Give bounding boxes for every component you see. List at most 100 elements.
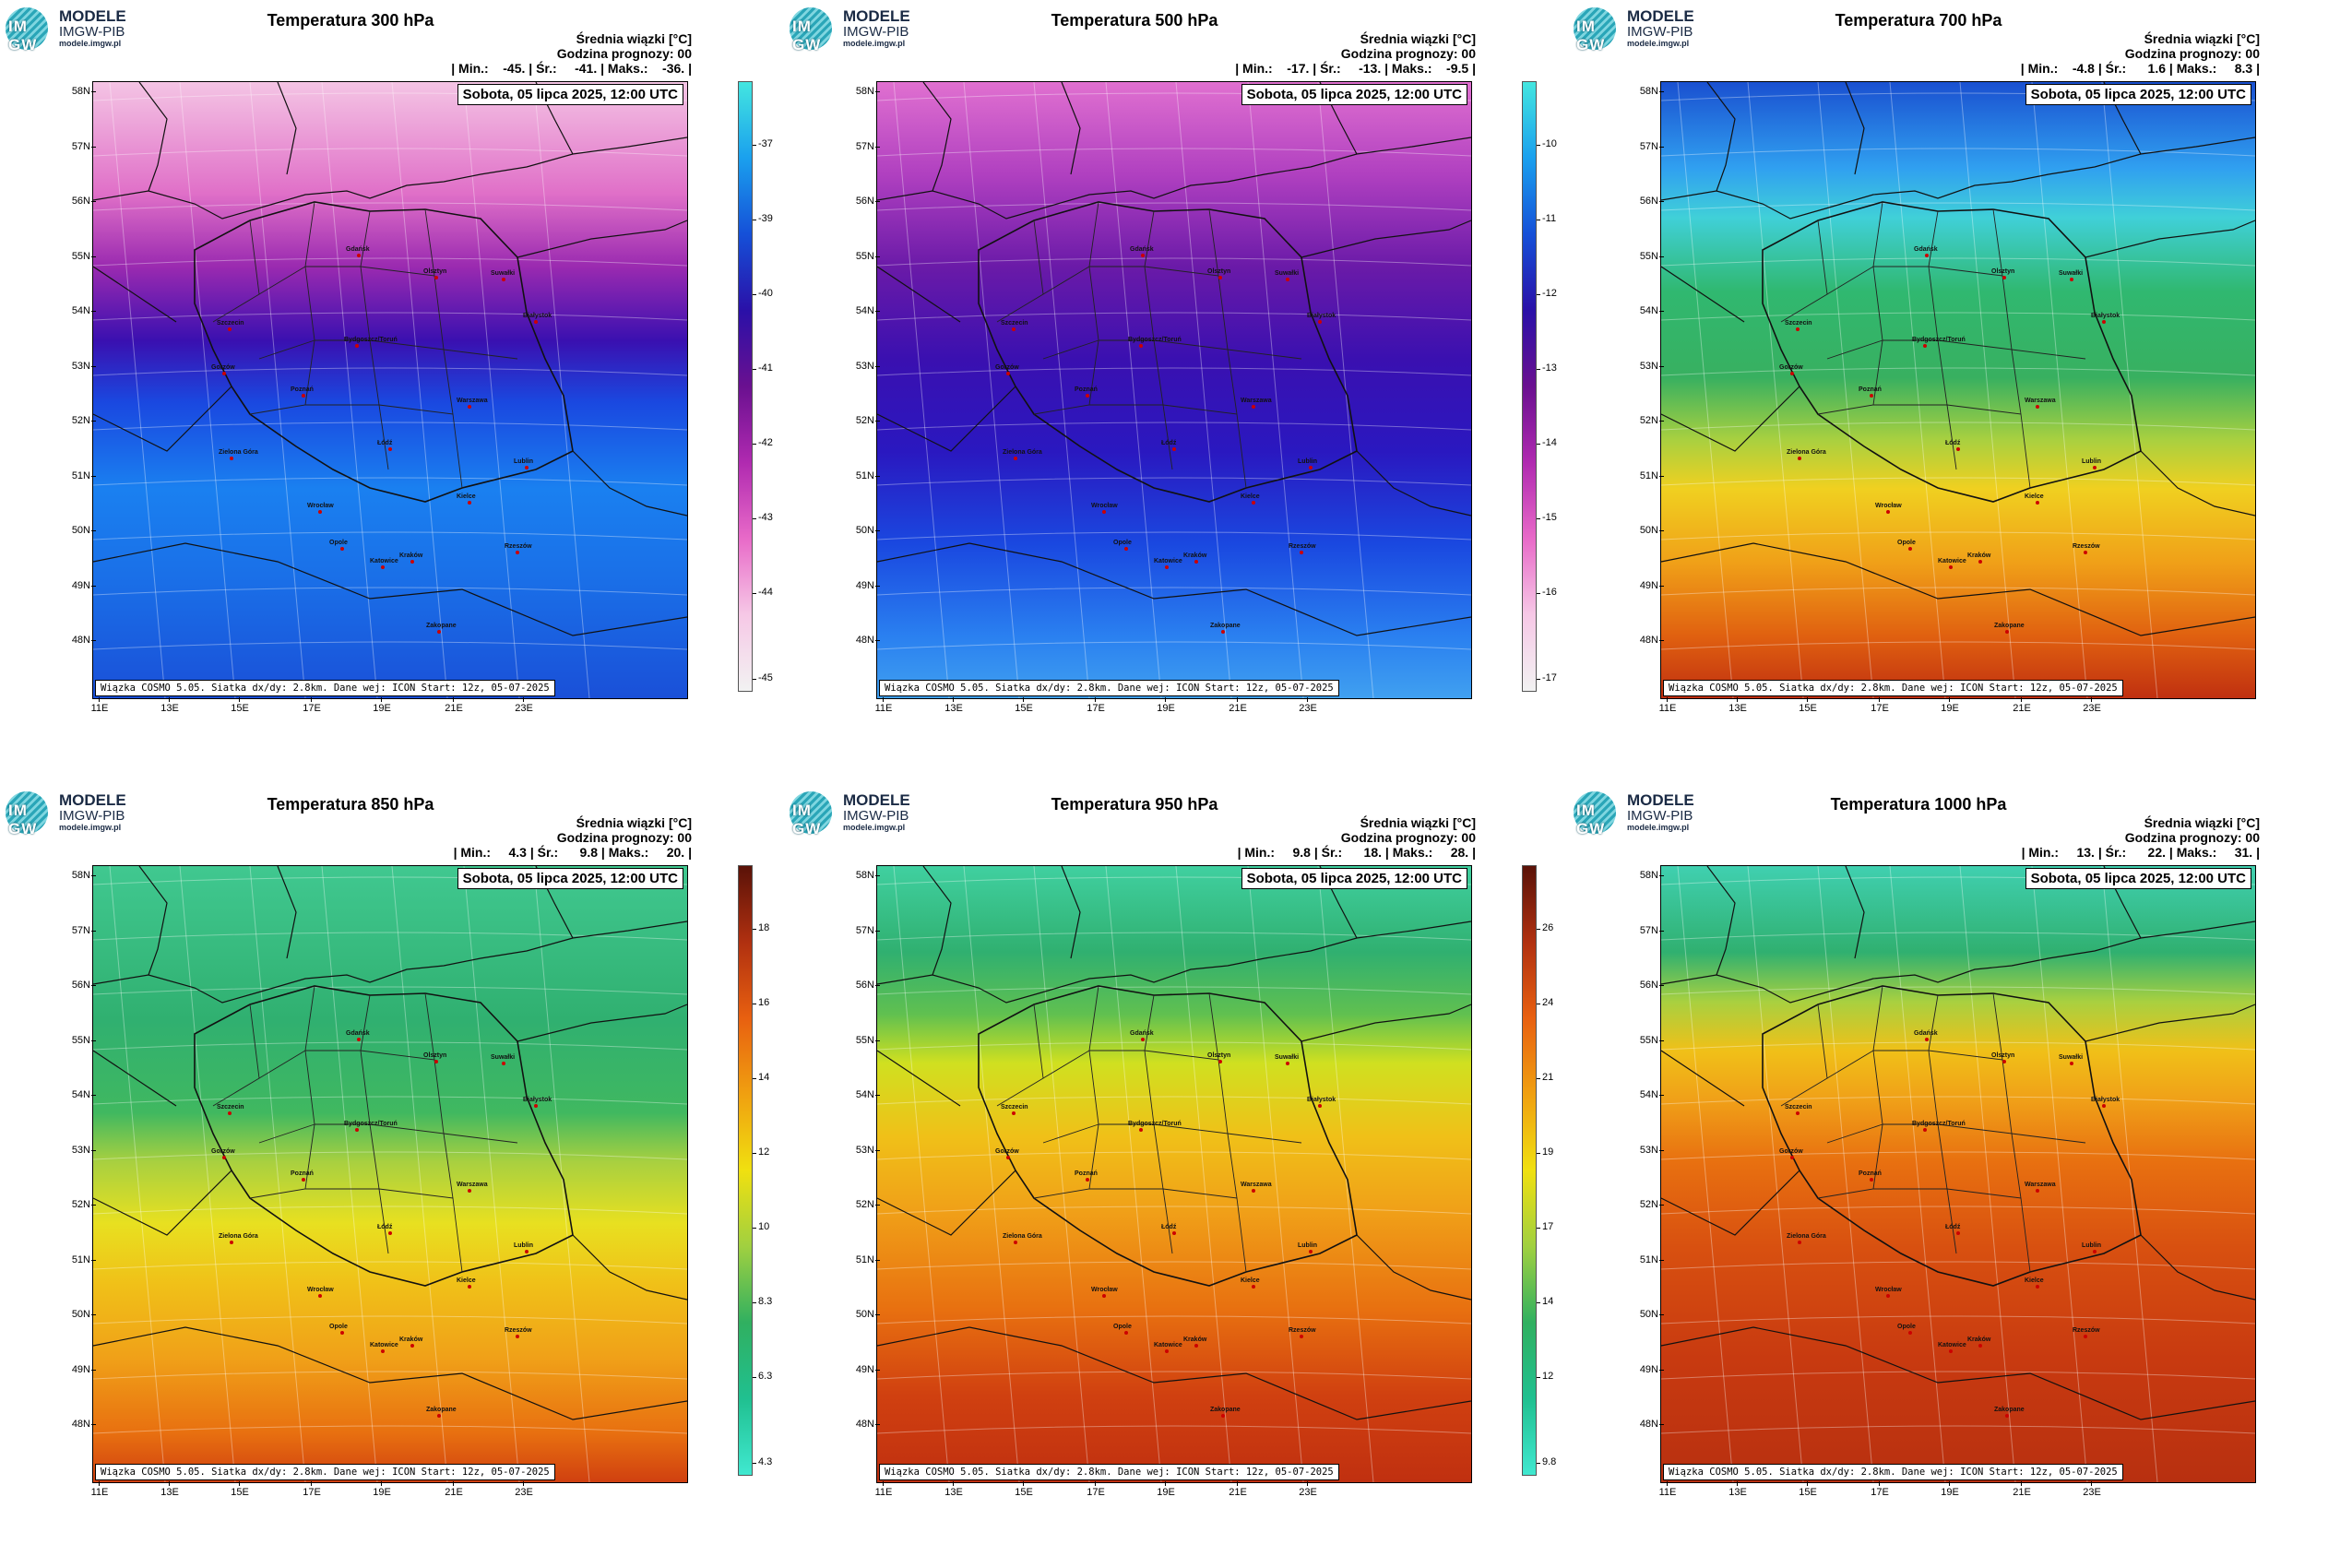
latitude-gridline <box>1661 1425 2255 1434</box>
city-marker <box>355 344 359 348</box>
city-label: Zielona Góra <box>219 449 258 456</box>
logo-subtitle: IMGW-PIB <box>59 24 125 40</box>
city-label: Gorzów <box>995 364 1019 371</box>
city-marker <box>2036 501 2039 505</box>
latitude-gridline <box>93 312 687 321</box>
city-marker <box>2070 1062 2073 1065</box>
longitude-gridline <box>2101 82 2158 698</box>
logo-subtitle: IMGW-PIB <box>59 808 125 824</box>
city-marker <box>1165 1349 1169 1353</box>
voivodeship-border <box>378 1133 454 1199</box>
longitude-label: 21E <box>440 1481 468 1498</box>
city-label: Kielce <box>1241 493 1260 500</box>
city-label: Warszawa <box>1241 1182 1272 1188</box>
imgw-logo: IM GW MODELE IMGW-PIB modele.imgw.pl <box>6 790 153 837</box>
forecast-panel: IM GW MODELE IMGW-PIB modele.imgw.pl Tempera… <box>1568 784 2352 1568</box>
city-label: Rzeszów <box>505 1327 532 1334</box>
city-marker <box>2036 1189 2039 1193</box>
border-line <box>517 1004 687 1042</box>
voivodeship-border <box>1144 208 1219 277</box>
city-label: Olsztyn <box>1207 268 1230 275</box>
city-label: Katowice <box>1154 1342 1182 1348</box>
longitude-gridline <box>1959 82 2016 698</box>
border-line <box>2140 1234 2255 1301</box>
stats-line: | Min.: -4.8 | Śr.: 1.6 | Maks.: 8.3 | <box>2020 61 2260 76</box>
latitude-label: 53N <box>1625 361 1664 372</box>
panel-title: Temperatura 950 hPa <box>1051 795 1218 814</box>
longitude-gridline <box>109 866 166 1482</box>
latitude-gridline <box>93 932 687 941</box>
latitude-label: 56N <box>841 196 880 207</box>
latitude-gridline <box>93 1261 687 1270</box>
latitude-label: 55N <box>57 1035 96 1046</box>
city-label: Gorzów <box>211 364 235 371</box>
poland-border <box>978 201 1358 503</box>
city-label: Szczecin <box>1785 320 1812 327</box>
city-marker <box>1790 372 1794 375</box>
colorbar-tick-label: 21 <box>1536 1071 1554 1083</box>
city-label: Zielona Góra <box>219 1233 258 1240</box>
imgw-logo-icon: IM GW <box>790 7 832 53</box>
city-marker <box>2102 1104 2106 1108</box>
city-marker <box>1165 565 1169 569</box>
mean-label: Średnia wiązki [°C] <box>2144 815 2260 830</box>
city-marker <box>410 1344 414 1348</box>
longitude-label: 19E <box>368 1481 396 1498</box>
latitude-gridline <box>1661 202 2255 211</box>
city-marker <box>228 1111 232 1115</box>
voivodeship-border <box>1873 1123 1948 1190</box>
logo-mark: IM GW <box>792 802 822 837</box>
latitude-gridline <box>877 531 1471 540</box>
longitude-label: 11E <box>1654 1481 1681 1498</box>
city-marker <box>2102 320 2106 324</box>
city-marker <box>1978 1344 1982 1348</box>
model-info: Wiązka COSMO 5.05. Siatka dx/dy: 2.8km. … <box>1663 680 2123 696</box>
city-label: Lublin <box>1298 1242 1317 1249</box>
city-marker <box>381 565 385 569</box>
city-marker <box>2084 551 2087 554</box>
city-marker <box>318 510 322 514</box>
city-label: Zakopane <box>1994 1407 2025 1413</box>
border-line <box>1061 866 1081 959</box>
longitude-label: 17E <box>298 697 326 714</box>
longitude-gridline <box>1889 866 1946 1482</box>
longitude-gridline <box>1817 82 1874 698</box>
border-line <box>877 137 1471 220</box>
city-label: Wrocław <box>307 1287 334 1293</box>
colorbar-tick-label: 12 <box>1536 1370 1554 1382</box>
city-marker <box>1790 1156 1794 1159</box>
city-label: Warszawa <box>457 398 488 404</box>
city-label: Białystok <box>523 1097 552 1103</box>
city-marker <box>1221 630 1225 634</box>
border-line <box>1706 82 1736 192</box>
longitude-label: 13E <box>940 1481 968 1498</box>
latitude-label: 52N <box>57 415 96 426</box>
city-label: Łódź <box>1945 1224 1961 1230</box>
poland-border <box>1762 985 2142 1287</box>
city-label: Bydgoszcz/Toruń <box>344 337 398 343</box>
city-label: Rzeszów <box>505 543 532 550</box>
city-marker <box>2036 405 2039 409</box>
longitude-label: 11E <box>86 697 113 714</box>
city-marker <box>2005 630 2009 634</box>
city-label: Gorzów <box>1779 364 1803 371</box>
city-marker <box>1252 405 1255 409</box>
latitude-label: 57N <box>57 141 96 152</box>
latitude-label: 57N <box>841 925 880 936</box>
city-marker <box>1252 501 1255 505</box>
city-label: Poznań <box>291 1170 314 1177</box>
city-label: Wrocław <box>1875 1287 1902 1293</box>
latitude-label: 53N <box>1625 1145 1664 1156</box>
longitude-gridline <box>1747 82 1804 698</box>
voivodeship-border <box>1227 349 1302 360</box>
border-line <box>138 82 168 192</box>
border-line <box>922 866 952 976</box>
colorbar <box>1522 81 1537 692</box>
longitude-gridline <box>1317 866 1374 1482</box>
city-marker <box>468 1285 471 1289</box>
border-line <box>93 1326 687 1420</box>
border-line <box>1356 1234 1471 1301</box>
longitude-gridline <box>1677 82 1734 698</box>
city-marker <box>1309 1250 1313 1253</box>
latitude-label: 55N <box>841 251 880 262</box>
